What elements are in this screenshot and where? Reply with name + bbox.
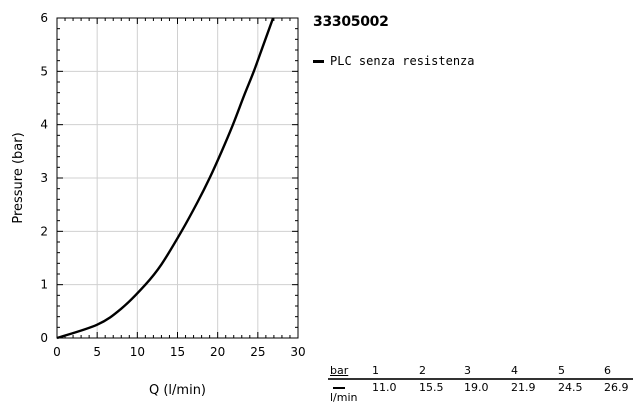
series-line-plc-senza-resistenza [56, 17, 275, 340]
table-bar-cell: 5 [558, 364, 565, 377]
table-bar-cell: 6 [604, 364, 611, 377]
table-header-row: bar 1 2 3 4 5 6 [328, 364, 633, 380]
chart-title: 33305002 [313, 14, 389, 30]
legend: PLC senza resistenza [313, 54, 475, 68]
legend-label: PLC senza resistenza [330, 54, 475, 68]
y-tick-label: 1 [40, 278, 48, 292]
x-tick-label: 0 [53, 345, 61, 359]
table-bar-cell: 4 [511, 364, 518, 377]
x-tick-label: 30 [290, 345, 305, 359]
table-flow-cell: 24.5 [558, 381, 583, 394]
pressure-flow-table: bar 1 2 3 4 5 6 l/min 11.0 15.5 19.0 21.9 24.5 26.… [328, 364, 633, 404]
x-tick-label: 10 [130, 345, 145, 359]
table-flow-cell: 21.9 [511, 381, 536, 394]
table-flow-cell: 26.9 [604, 381, 629, 394]
table-flow-cell: 15.5 [419, 381, 444, 394]
x-tick-label: 15 [170, 345, 185, 359]
table-unit-bar: bar [330, 364, 349, 377]
table-bar-cell: 1 [372, 364, 379, 377]
tick-labels: 0 5 10 15 20 25 30 0 1 2 3 4 5 6 [40, 11, 305, 359]
table-bar-cell: 2 [419, 364, 426, 377]
x-tick-label: 25 [250, 345, 265, 359]
x-axis-label: Q (l/min) [149, 383, 206, 398]
table-series-mark [333, 387, 345, 389]
table-bar-cell: 3 [464, 364, 471, 377]
y-axis-label: Pressure (bar) [11, 132, 26, 223]
table-flow-cell: 19.0 [464, 381, 489, 394]
y-tick-label: 4 [40, 118, 48, 132]
x-tick-label: 20 [210, 345, 225, 359]
plot-frame [56, 17, 299, 339]
table-value-row: l/min 11.0 15.5 19.0 21.9 24.5 26.9 [328, 381, 633, 405]
chart-grid [56, 17, 299, 339]
table-unit-lmin: l/min [330, 391, 358, 404]
y-tick-label: 2 [40, 224, 48, 238]
y-tick-label: 3 [40, 171, 48, 185]
table-flow-cell: 11.0 [372, 381, 397, 394]
y-tick-label: 5 [40, 64, 48, 78]
y-tick-label: 0 [40, 331, 48, 345]
pressure-flow-chart: 0 5 10 15 20 25 30 0 1 2 3 4 5 6 Q (l/min) Pressure (… [11, 11, 306, 398]
legend-swatch [313, 59, 324, 63]
x-tick-label: 5 [93, 345, 101, 359]
y-tick-label: 6 [40, 11, 48, 25]
